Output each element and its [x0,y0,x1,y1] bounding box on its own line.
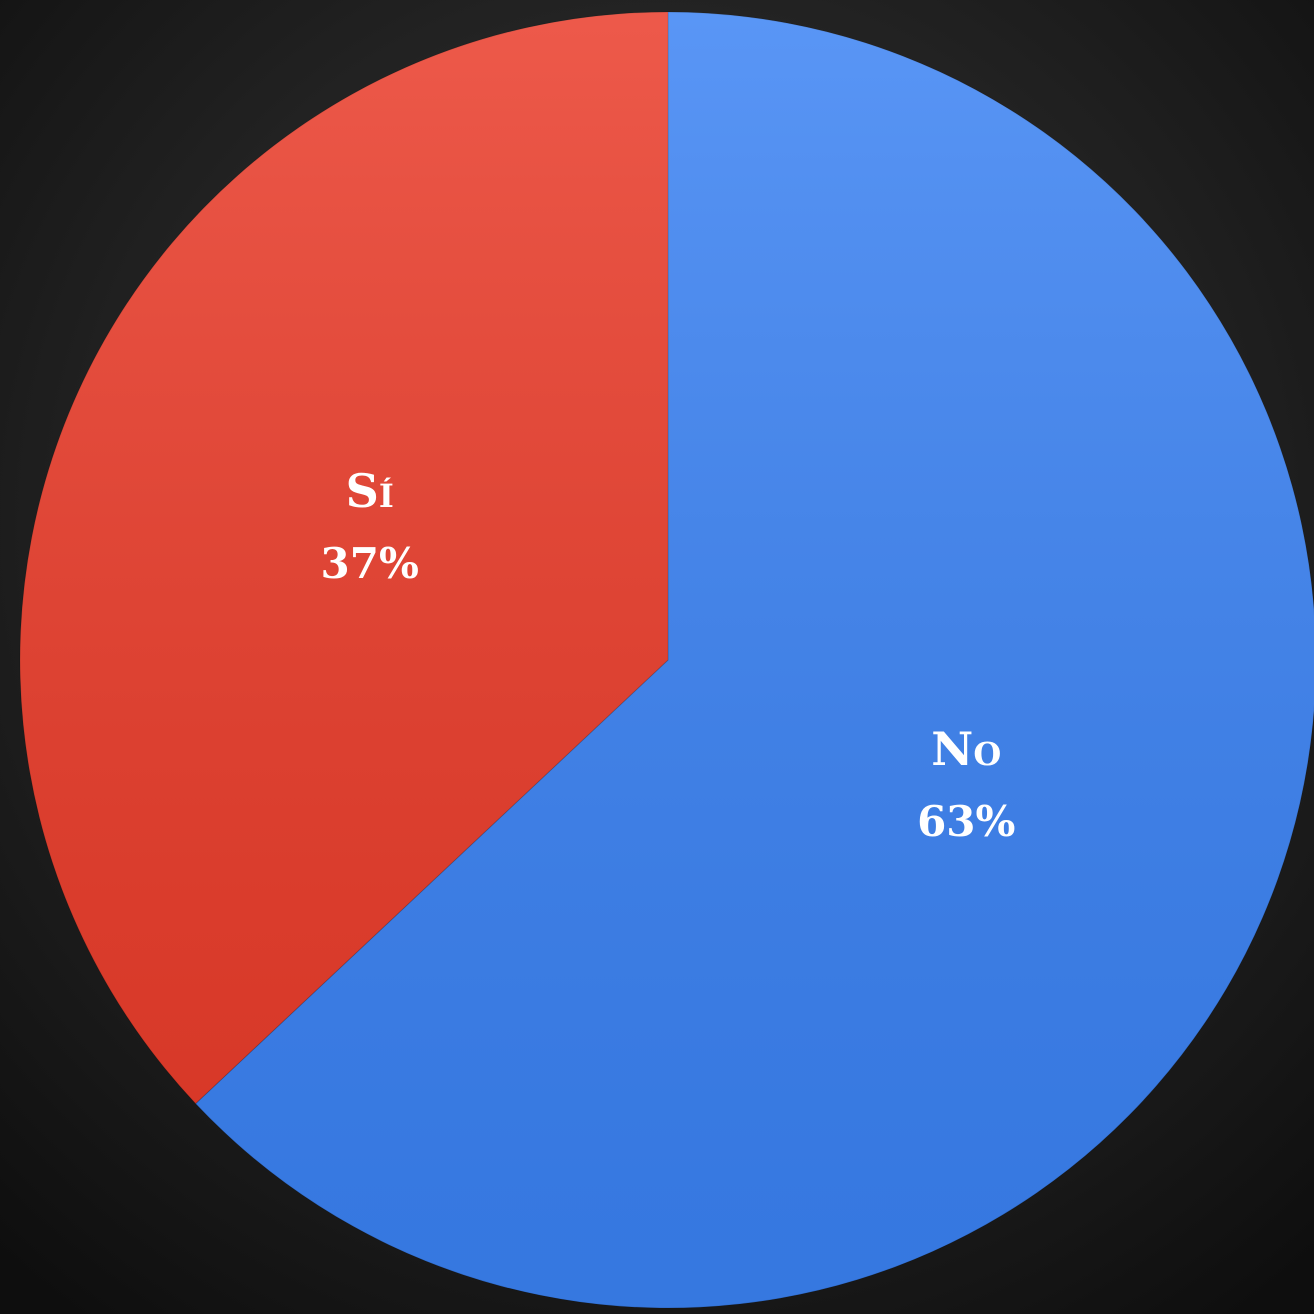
slice-category-label: No [931,722,1001,776]
pie [19,11,1314,1309]
slice-value-label: 37% [321,539,419,588]
slice-category-label: Sí [346,464,394,518]
labels: No 63% Sí 37% [321,464,1016,846]
slice-value-label: 63% [917,797,1015,846]
